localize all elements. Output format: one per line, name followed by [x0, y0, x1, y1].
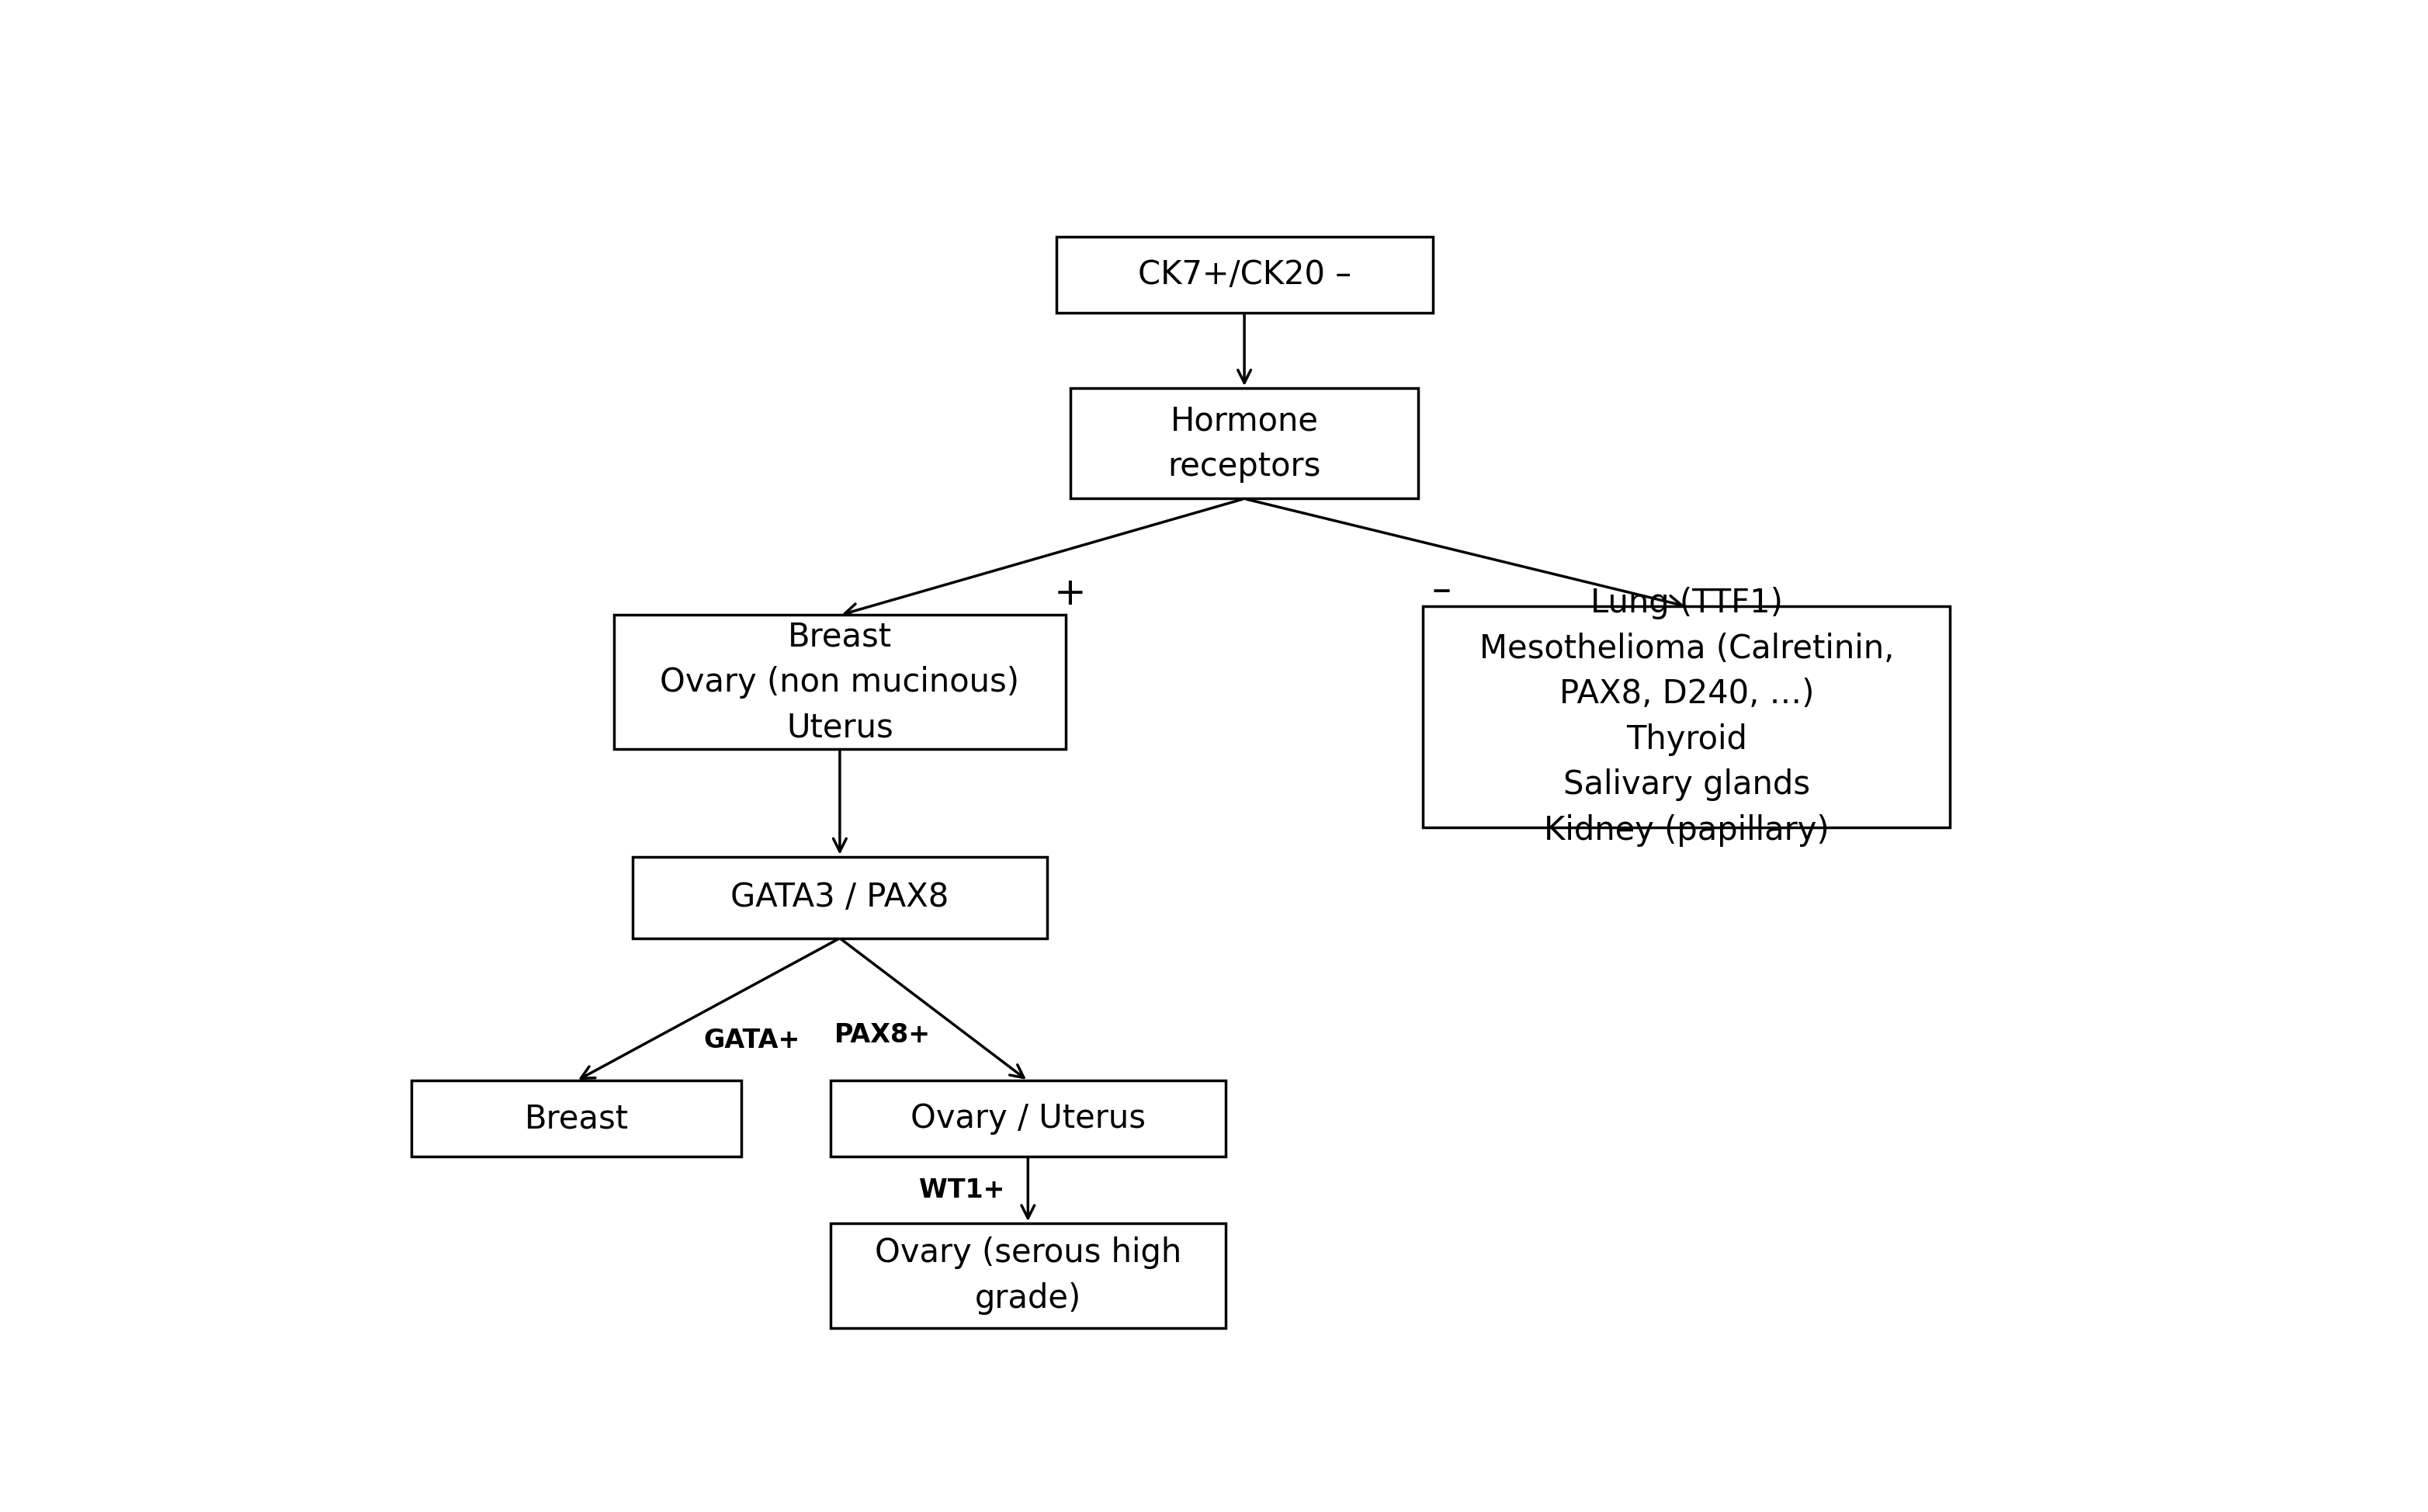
- Text: GATA3 / PAX8: GATA3 / PAX8: [731, 881, 949, 913]
- Text: Lung (TTF1)
Mesothelioma (Calretinin,
PAX8, D240, …)
Thyroid
Salivary glands
Kid: Lung (TTF1) Mesothelioma (Calretinin, PA…: [1479, 587, 1894, 847]
- Text: Hormone
receptors: Hormone receptors: [1168, 404, 1321, 482]
- Text: WT1+: WT1+: [920, 1178, 1005, 1202]
- FancyBboxPatch shape: [413, 1081, 741, 1157]
- FancyBboxPatch shape: [1056, 237, 1433, 313]
- Text: CK7+/CK20 –: CK7+/CK20 –: [1139, 259, 1350, 290]
- Text: Breast
Ovary (non mucinous)
Uterus: Breast Ovary (non mucinous) Uterus: [660, 620, 1020, 744]
- Text: –: –: [1433, 572, 1452, 609]
- FancyBboxPatch shape: [634, 857, 1046, 937]
- Text: Ovary / Uterus: Ovary / Uterus: [910, 1102, 1146, 1136]
- FancyBboxPatch shape: [1423, 606, 1950, 827]
- FancyBboxPatch shape: [614, 615, 1066, 748]
- FancyBboxPatch shape: [830, 1081, 1226, 1157]
- Text: GATA+: GATA+: [704, 1027, 799, 1052]
- FancyBboxPatch shape: [1071, 389, 1418, 499]
- Text: +: +: [1054, 575, 1085, 612]
- FancyBboxPatch shape: [830, 1223, 1226, 1328]
- Text: PAX8+: PAX8+: [835, 1022, 930, 1048]
- Text: Ovary (serous high
grade): Ovary (serous high grade): [874, 1237, 1182, 1315]
- Text: Breast: Breast: [524, 1102, 629, 1136]
